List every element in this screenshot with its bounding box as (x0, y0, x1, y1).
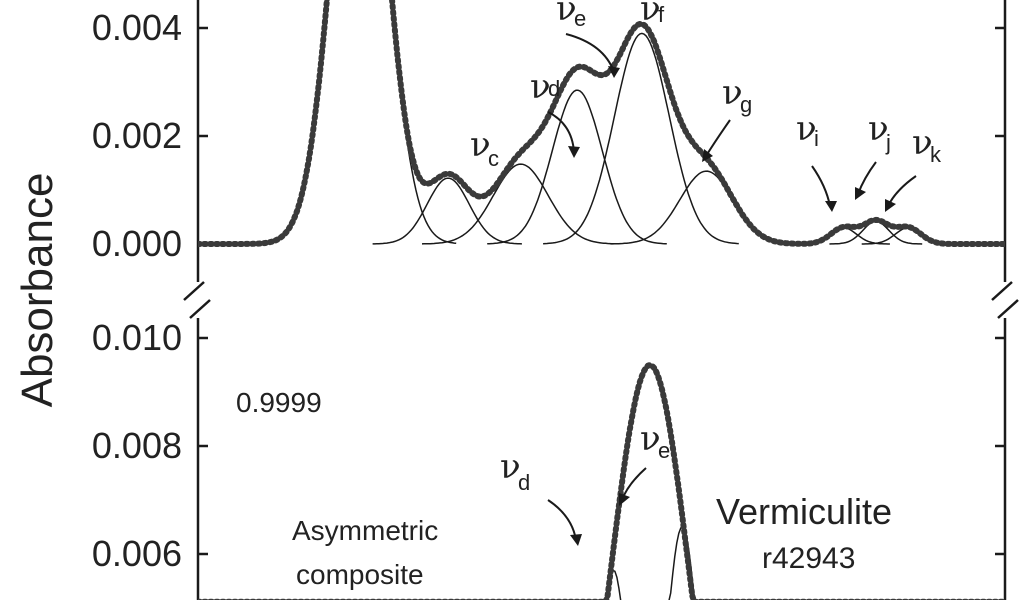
svg-text:d: d (548, 76, 560, 101)
upper-arrows (547, 33, 917, 212)
svg-text:ν: ν (470, 125, 491, 165)
svg-text:ν: ν (556, 0, 577, 29)
label-nu-d: νd (530, 67, 560, 107)
component-peak-f (543, 32, 739, 245)
component-peak-d (421, 163, 618, 245)
upper-ticks: 0.004 0.002 0.000 (92, 7, 1005, 264)
upper-panel-curves (198, 0, 1005, 247)
svg-text:ν: ν (640, 0, 661, 29)
svg-text:g: g (740, 92, 752, 117)
component-peak-e (487, 89, 667, 245)
label-nu-e-lower: νe (640, 419, 670, 463)
tick-label: 0.002 (92, 115, 182, 156)
svg-text:ν: ν (796, 109, 817, 149)
label-nu-i: νi (796, 109, 819, 151)
svg-text:i: i (814, 126, 819, 151)
lower-arrows (547, 467, 647, 546)
lower-panel-curves (198, 361, 1005, 600)
tick-label: 0.000 (92, 223, 182, 264)
label-nu-j: νj (868, 109, 891, 155)
svg-text:ν: ν (530, 67, 551, 107)
svg-text:k: k (930, 142, 942, 167)
svg-text:j: j (885, 130, 891, 155)
svg-text:ν: ν (722, 73, 743, 113)
svg-text:ν: ν (640, 419, 661, 459)
tick-label: 0.010 (92, 317, 182, 358)
fitted-envelope (198, 0, 1005, 247)
tick-label: 0.008 (92, 425, 182, 466)
component-peak-major (262, 0, 457, 245)
y-axis-title: Absorbance (13, 173, 62, 408)
label-nu-k: νk (912, 123, 942, 167)
axis-break-left (183, 281, 211, 319)
sample-id: r42943 (762, 542, 855, 575)
svg-text:ν: ν (500, 447, 521, 487)
svg-text:ν: ν (912, 123, 933, 163)
note-line-1: Asymmetric (292, 515, 438, 546)
tick-label: 0.004 (92, 7, 182, 48)
label-nu-d-lower: νd (500, 447, 530, 495)
component-peak-g (610, 170, 803, 245)
tick-label: 0.006 (92, 533, 182, 574)
label-nu-g: νg (722, 73, 752, 117)
component-peak-e (668, 526, 696, 600)
label-nu-c: νc (470, 125, 499, 171)
component-peak-c (372, 177, 522, 245)
svg-text:e: e (658, 438, 670, 463)
svg-text:e: e (574, 6, 586, 31)
lower-component-labels: νd νe (500, 419, 670, 495)
note-line-2: composite (296, 559, 424, 590)
label-nu-f: νf (640, 0, 665, 29)
lower-ticks: 0.010 0.008 0.006 (92, 317, 1005, 574)
axis-break-right (991, 281, 1019, 319)
svg-text:ν: ν (868, 109, 889, 149)
svg-text:c: c (488, 146, 499, 171)
fit-quality-value: 0.9999 (236, 387, 322, 418)
svg-text:f: f (658, 2, 665, 27)
svg-text:d: d (518, 470, 530, 495)
mineral-name: Vermiculite (716, 491, 892, 532)
label-nu-e: νe (556, 0, 586, 31)
upper-component-labels: νc νd νe νf νg νi νj νk (470, 0, 942, 171)
